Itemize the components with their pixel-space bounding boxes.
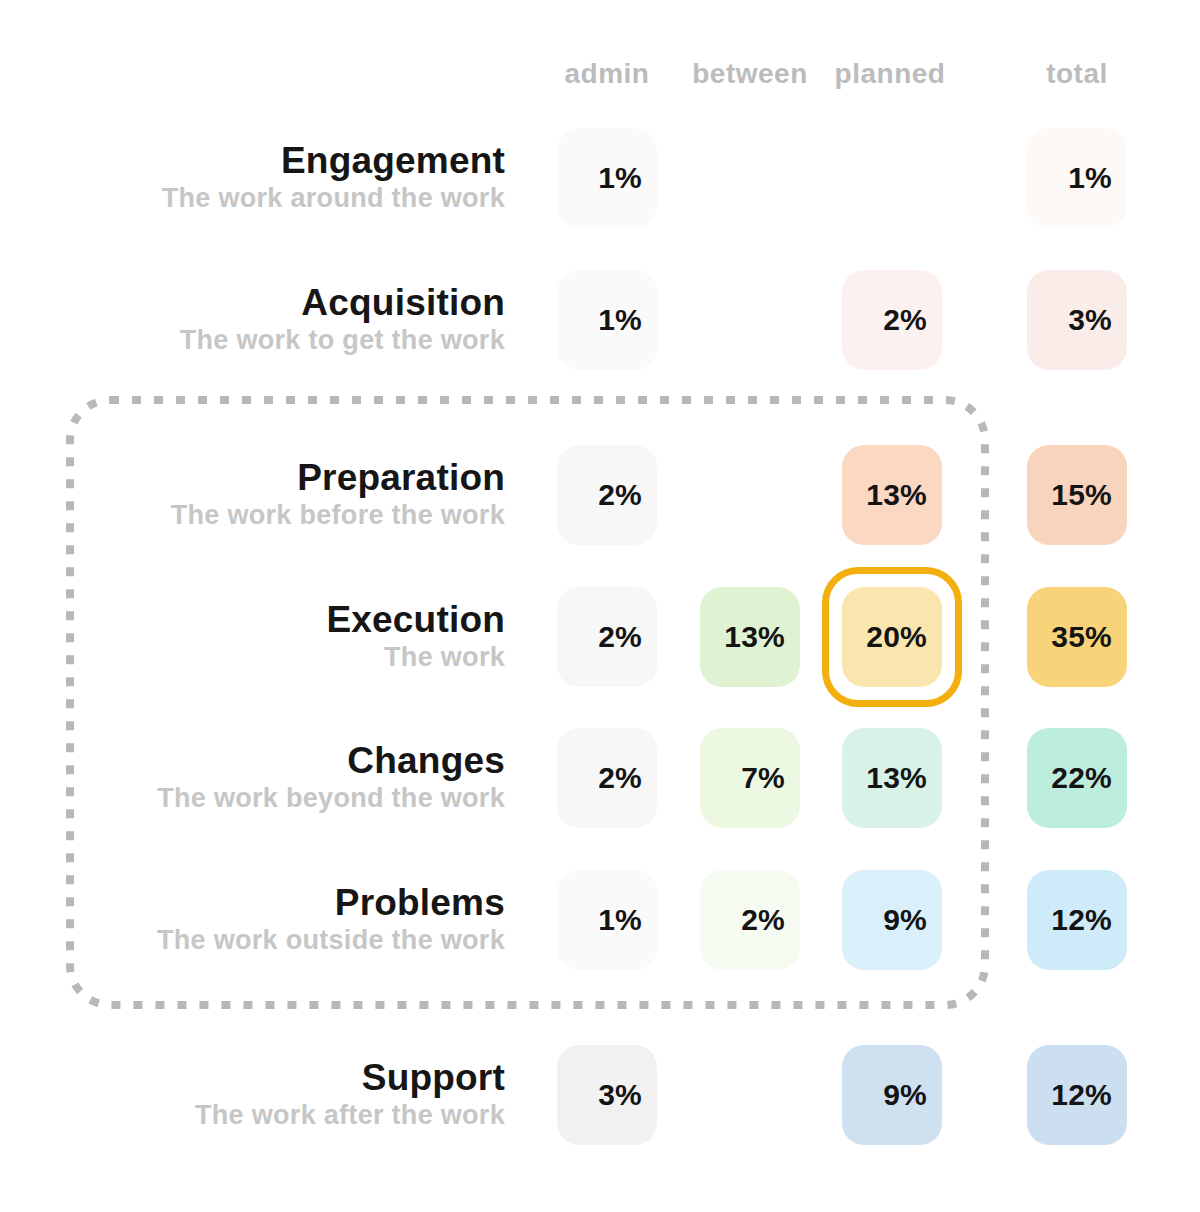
cell-support-admin: 3%	[557, 1045, 657, 1145]
row-problems: Problems The work outside the work 1% 2%…	[0, 870, 1200, 970]
row-subtitle: The work after the work	[195, 1099, 505, 1133]
cell-changes-total: 22%	[1027, 728, 1127, 828]
cell-problems-total: 12%	[1027, 870, 1127, 970]
cell-acquisition-admin: 1%	[557, 270, 657, 370]
cell-acquisition-planned: 2%	[842, 270, 942, 370]
cell-problems-admin: 1%	[557, 870, 657, 970]
cell-preparation-planned: 13%	[842, 445, 942, 545]
row-subtitle: The work beyond the work	[157, 782, 505, 816]
row-title: Acquisition	[301, 282, 505, 323]
cell-preparation-admin: 2%	[557, 445, 657, 545]
cell-problems-between: 2%	[700, 870, 800, 970]
row-label-execution: Execution The work	[0, 587, 505, 687]
row-subtitle: The work to get the work	[180, 324, 505, 358]
cell-changes-planned: 13%	[842, 728, 942, 828]
row-label-engagement: Engagement The work around the work	[0, 128, 505, 228]
row-label-acquisition: Acquisition The work to get the work	[0, 270, 505, 370]
column-header-total: total	[967, 58, 1187, 90]
row-title: Engagement	[281, 140, 505, 181]
cell-engagement-admin: 1%	[557, 128, 657, 228]
row-title: Changes	[347, 740, 505, 781]
cell-execution-between: 13%	[700, 587, 800, 687]
row-title: Execution	[326, 599, 505, 640]
cell-execution-planned-highlighted: 20%	[842, 587, 942, 687]
cell-changes-admin: 2%	[557, 728, 657, 828]
cell-support-total: 12%	[1027, 1045, 1127, 1145]
row-execution: Execution The work 2% 13% 20% 35%	[0, 587, 1200, 687]
cell-changes-between: 7%	[700, 728, 800, 828]
cell-problems-planned: 9%	[842, 870, 942, 970]
row-title: Problems	[335, 882, 505, 923]
row-title: Preparation	[297, 457, 505, 498]
cell-support-planned: 9%	[842, 1045, 942, 1145]
row-label-changes: Changes The work beyond the work	[0, 728, 505, 828]
row-label-preparation: Preparation The work before the work	[0, 445, 505, 545]
row-subtitle: The work before the work	[171, 499, 505, 533]
work-percentage-heatmap: admin between planned total Engagement T…	[0, 0, 1200, 1212]
row-preparation: Preparation The work before the work 2% …	[0, 445, 1200, 545]
cell-execution-total: 35%	[1027, 587, 1127, 687]
row-support: Support The work after the work 3% 9% 12…	[0, 1045, 1200, 1145]
cell-execution-admin: 2%	[557, 587, 657, 687]
cell-acquisition-total: 3%	[1027, 270, 1127, 370]
row-engagement: Engagement The work around the work 1% 1…	[0, 128, 1200, 228]
row-subtitle: The work	[384, 641, 505, 675]
cell-preparation-total: 15%	[1027, 445, 1127, 545]
row-changes: Changes The work beyond the work 2% 7% 1…	[0, 728, 1200, 828]
row-label-support: Support The work after the work	[0, 1045, 505, 1145]
row-label-problems: Problems The work outside the work	[0, 870, 505, 970]
row-subtitle: The work around the work	[162, 182, 505, 216]
cell-engagement-total: 1%	[1027, 128, 1127, 228]
row-subtitle: The work outside the work	[157, 924, 505, 958]
row-title: Support	[362, 1057, 505, 1098]
row-acquisition: Acquisition The work to get the work 1% …	[0, 270, 1200, 370]
